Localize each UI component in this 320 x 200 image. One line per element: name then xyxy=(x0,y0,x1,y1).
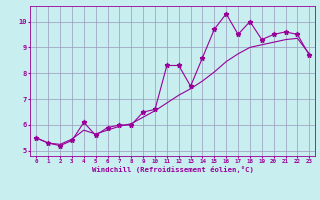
X-axis label: Windchill (Refroidissement éolien,°C): Windchill (Refroidissement éolien,°C) xyxy=(92,166,254,173)
